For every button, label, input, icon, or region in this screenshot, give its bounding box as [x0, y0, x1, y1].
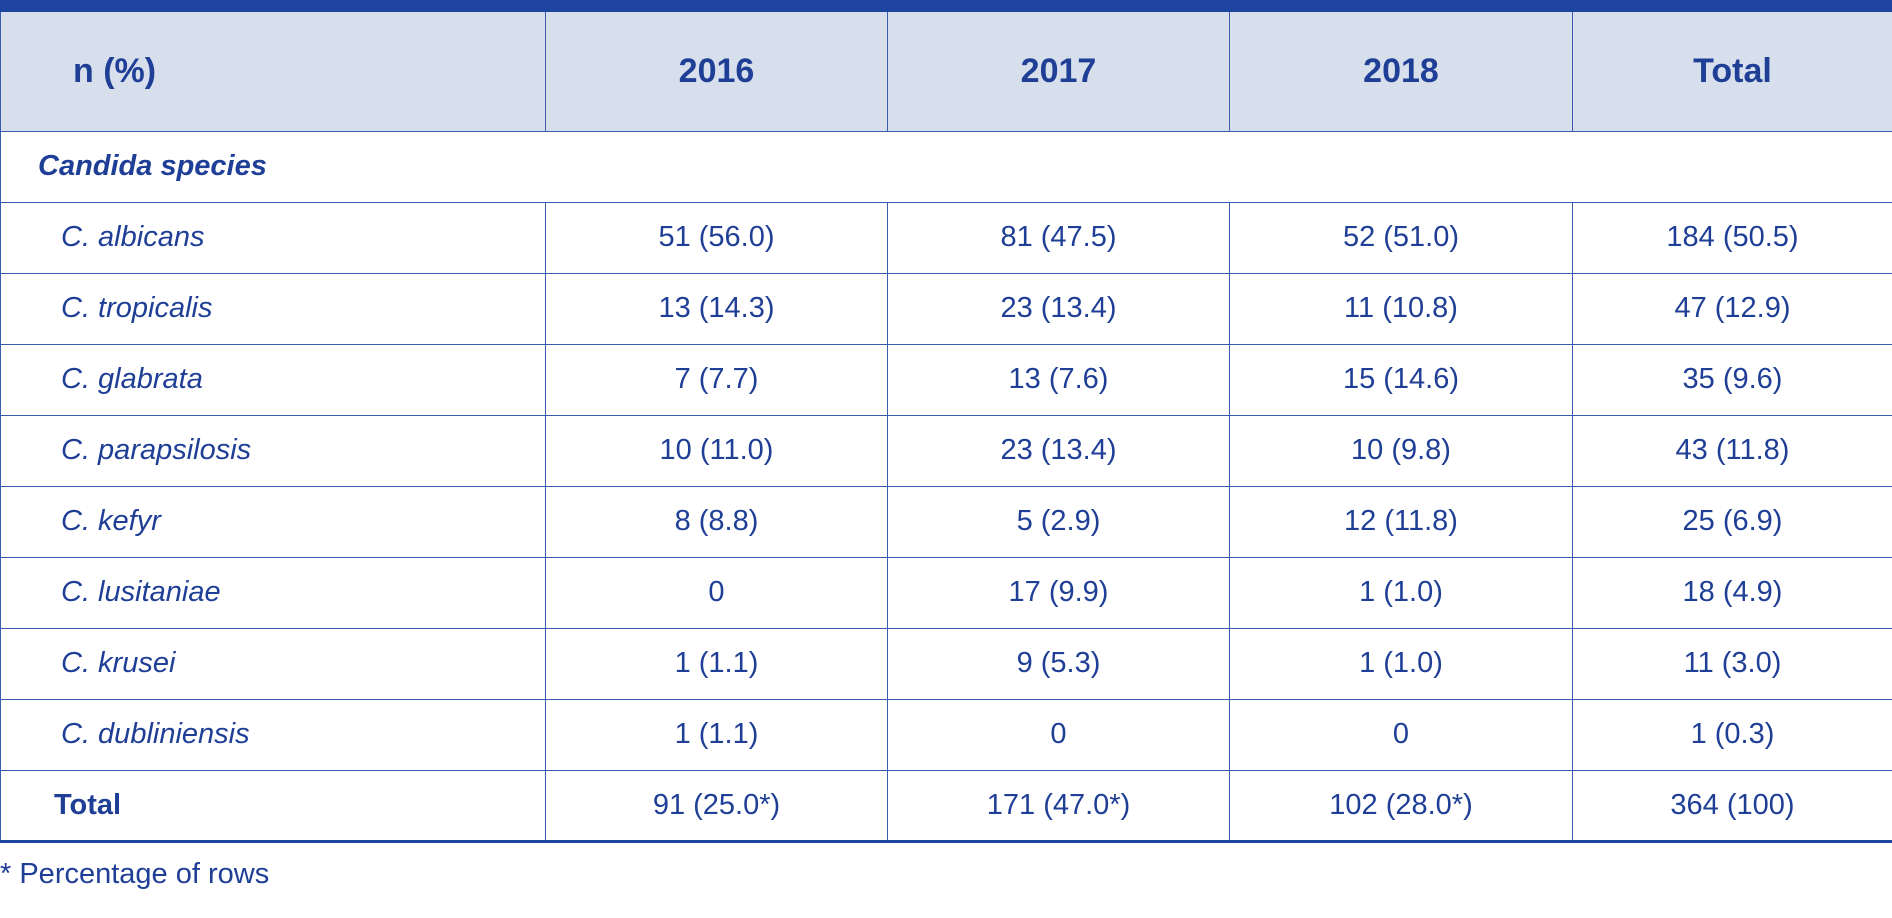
cell-2017: 23 (13.4) [887, 272, 1230, 345]
species-name: C. krusei [0, 627, 546, 700]
cell-2018: 0 [1229, 698, 1573, 771]
cell-2018: 12 (11.8) [1229, 485, 1573, 558]
table-row: C. lusitaniae 0 17 (9.9) 1 (1.0) 18 (4.9… [0, 556, 1892, 629]
cell-2017: 13 (7.6) [887, 343, 1230, 416]
cell-2017: 0 [887, 698, 1230, 771]
cell-2017: 9 (5.3) [887, 627, 1230, 700]
footnote: * Percentage of rows [0, 858, 270, 890]
cell-total: 47 (12.9) [1572, 272, 1892, 345]
cell-2018: 10 (9.8) [1229, 414, 1573, 487]
table-row: C. parapsilosis 10 (11.0) 23 (13.4) 10 (… [0, 414, 1892, 487]
cell-2017: 5 (2.9) [887, 485, 1230, 558]
cell-2016: 51 (56.0) [545, 201, 888, 274]
cell-total: 11 (3.0) [1572, 627, 1892, 700]
species-name: C. kefyr [0, 485, 546, 558]
cell-total: 43 (11.8) [1572, 414, 1892, 487]
cell-2016: 10 (11.0) [545, 414, 888, 487]
header-label-column: n (%) [0, 0, 546, 132]
cell-2018: 1 (1.0) [1229, 556, 1573, 629]
table-row: C. tropicalis 13 (14.3) 23 (13.4) 11 (10… [0, 272, 1892, 345]
total-2018: 102 (28.0*) [1229, 769, 1573, 843]
cell-total: 35 (9.6) [1572, 343, 1892, 416]
header-row: n (%) 2016 2017 2018 Total [0, 0, 1892, 132]
cell-total: 25 (6.9) [1572, 485, 1892, 558]
header-2016: 2016 [545, 0, 888, 132]
section-label: Candida species [0, 130, 1892, 203]
cell-2016: 8 (8.8) [545, 485, 888, 558]
candida-species-table: n (%) 2016 2017 2018 Total Candida speci… [0, 0, 1892, 843]
total-2016: 91 (25.0*) [545, 769, 888, 843]
cell-total: 18 (4.9) [1572, 556, 1892, 629]
table-row: C. dubliniensis 1 (1.1) 0 0 1 (0.3) [0, 698, 1892, 771]
table-row: C. albicans 51 (56.0) 81 (47.5) 52 (51.0… [0, 201, 1892, 274]
cell-2016: 7 (7.7) [545, 343, 888, 416]
cell-2016: 13 (14.3) [545, 272, 888, 345]
species-name: C. glabrata [0, 343, 546, 416]
header-2017: 2017 [887, 0, 1230, 132]
total-label: Total [0, 769, 546, 843]
species-name: C. tropicalis [0, 272, 546, 345]
total-row: Total 91 (25.0*) 171 (47.0*) 102 (28.0*)… [0, 769, 1892, 843]
cell-total: 1 (0.3) [1572, 698, 1892, 771]
species-name: C. lusitaniae [0, 556, 546, 629]
cell-2016: 1 (1.1) [545, 698, 888, 771]
cell-2018: 52 (51.0) [1229, 201, 1573, 274]
cell-2018: 11 (10.8) [1229, 272, 1573, 345]
total-2017: 171 (47.0*) [887, 769, 1230, 843]
cell-2017: 23 (13.4) [887, 414, 1230, 487]
cell-2017: 17 (9.9) [887, 556, 1230, 629]
cell-2017: 81 (47.5) [887, 201, 1230, 274]
cell-total: 184 (50.5) [1572, 201, 1892, 274]
total-overall: 364 (100) [1572, 769, 1892, 843]
table-row: C. kefyr 8 (8.8) 5 (2.9) 12 (11.8) 25 (6… [0, 485, 1892, 558]
cell-2018: 1 (1.0) [1229, 627, 1573, 700]
header-2018: 2018 [1229, 0, 1573, 132]
cell-2016: 0 [545, 556, 888, 629]
species-name: C. dubliniensis [0, 698, 546, 771]
species-name: C. parapsilosis [0, 414, 546, 487]
table-row: C. glabrata 7 (7.7) 13 (7.6) 15 (14.6) 3… [0, 343, 1892, 416]
cell-2016: 1 (1.1) [545, 627, 888, 700]
cell-2018: 15 (14.6) [1229, 343, 1573, 416]
species-name: C. albicans [0, 201, 546, 274]
table-row: C. krusei 1 (1.1) 9 (5.3) 1 (1.0) 11 (3.… [0, 627, 1892, 700]
section-row: Candida species [0, 130, 1892, 203]
header-total: Total [1572, 0, 1892, 132]
